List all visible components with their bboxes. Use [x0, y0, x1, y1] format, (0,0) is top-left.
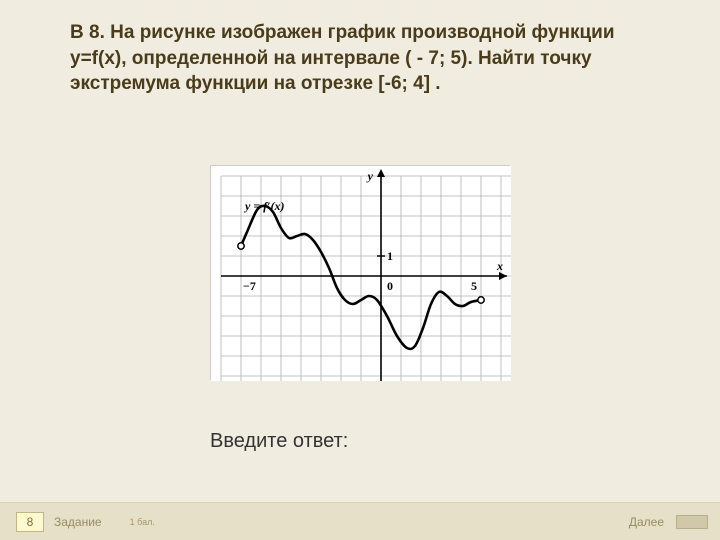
svg-text:0: 0	[387, 279, 393, 293]
derivative-chart: y x 0 1 −7 5 y = f′(x)	[210, 165, 510, 380]
points-label: 1 бал.	[130, 517, 155, 527]
svg-text:1: 1	[387, 249, 393, 263]
task-label: Задание	[54, 515, 102, 529]
svg-text:y = f′(x): y = f′(x)	[243, 199, 285, 213]
problem-title: В 8. На рисунке изображен график произво…	[0, 0, 720, 107]
right-badge	[676, 515, 708, 529]
svg-text:−7: −7	[243, 279, 256, 293]
svg-text:x: x	[496, 259, 503, 273]
svg-text:5: 5	[471, 279, 477, 293]
bottom-bar: 8 Задание 1 бал. Далее	[0, 502, 720, 540]
answer-prompt: Введите ответ:	[210, 430, 348, 453]
task-number-badge: 8	[16, 512, 44, 532]
next-button[interactable]: Далее	[625, 513, 668, 531]
svg-text:y: y	[366, 169, 374, 183]
